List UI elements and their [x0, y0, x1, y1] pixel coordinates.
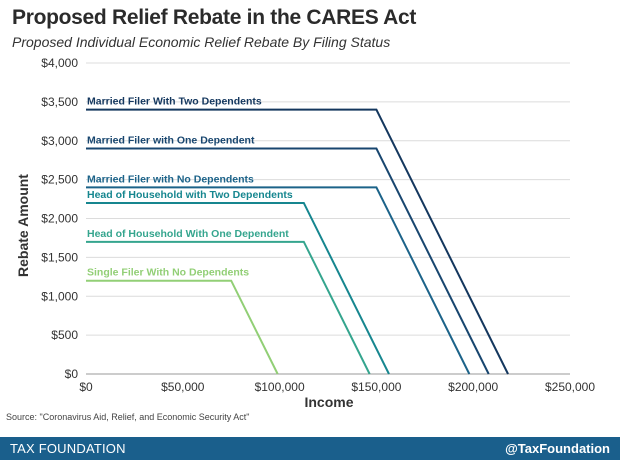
y-tick-label: $4,000: [41, 56, 78, 70]
series-line: [86, 279, 279, 375]
y-tick-label: $3,000: [41, 134, 78, 148]
series-line: [86, 147, 490, 375]
x-tick-label: $150,000: [351, 380, 401, 394]
x-tick-label: $100,000: [255, 380, 305, 394]
footer-bar: TAX FOUNDATION @TaxFoundation: [0, 437, 620, 460]
series-label: Single Filer With No Dependents: [87, 267, 249, 279]
y-tick-label: $2,000: [41, 212, 78, 226]
series-label: Head of Household with Two Dependents: [87, 189, 293, 201]
x-tick-label: $250,000: [545, 380, 595, 394]
source-note: Source: "Coronavirus Aid, Relief, and Ec…: [6, 412, 250, 422]
series-label: Head of Household With One Dependent: [87, 228, 289, 240]
series-line: [86, 108, 509, 375]
series-line: [86, 240, 371, 375]
y-tick-label: $500: [51, 328, 78, 342]
series-label: Married Filer with No Dependents: [87, 173, 254, 185]
series-line: [86, 186, 471, 375]
twitter-handle: @TaxFoundation: [505, 441, 610, 456]
brand-name: TAX FOUNDATION: [10, 441, 126, 456]
y-tick-label: $2,500: [41, 173, 78, 187]
chart-subtitle: Proposed Individual Economic Relief Reba…: [12, 34, 391, 50]
y-tick-label: $1,000: [41, 289, 78, 303]
series-label: Married Filer With Two Dependents: [87, 96, 262, 108]
x-tick-label: $50,000: [161, 380, 205, 394]
y-tick-label: $3,500: [41, 95, 78, 109]
rebate-line-chart: $0 $500 $1,000 $1,500 $2,000 $2,500 $3,000 $3,5…: [15, 56, 595, 410]
x-tick-label: $200,000: [448, 380, 498, 394]
chart-title: Proposed Relief Rebate in the CARES Act: [12, 6, 417, 29]
y-axis-title: Rebate Amount: [15, 174, 31, 277]
y-tick-label: $0: [65, 367, 79, 381]
series-line: [86, 201, 390, 375]
x-axis-title: Income: [304, 394, 353, 410]
x-tick-label: $0: [79, 380, 93, 394]
series-label: Married Filer with One Dependent: [87, 135, 255, 147]
y-tick-label: $1,500: [41, 250, 78, 264]
